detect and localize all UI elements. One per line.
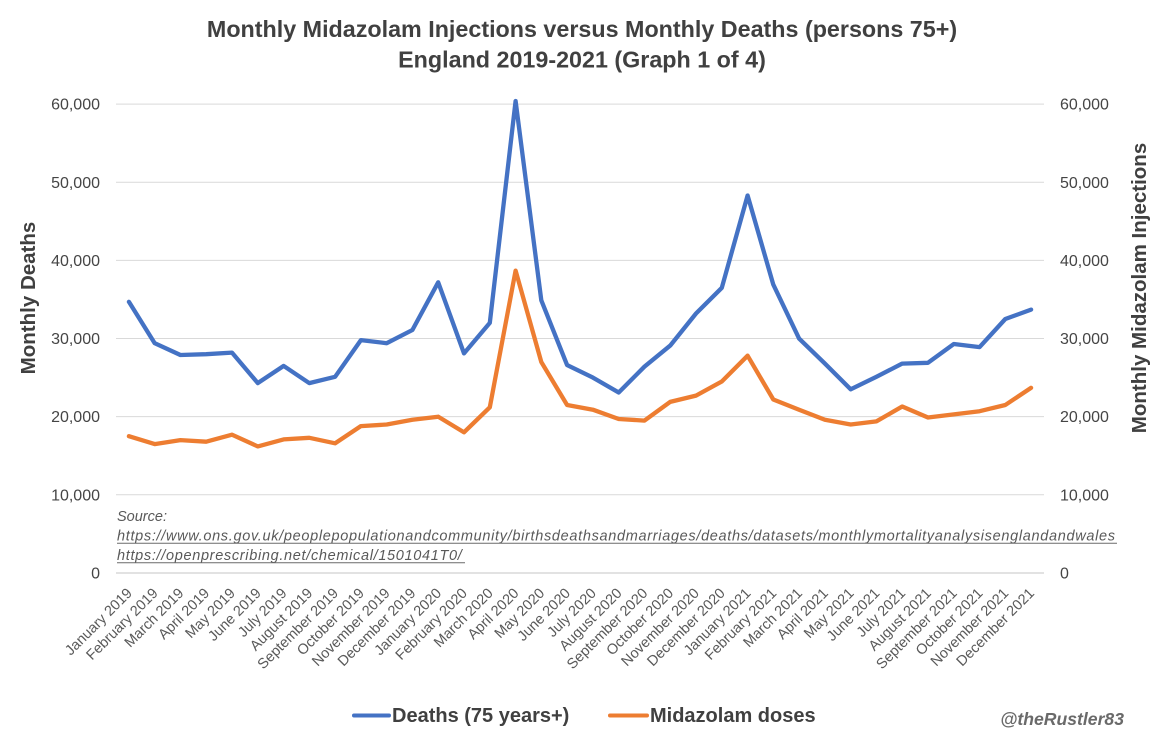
svg-text:10,000: 10,000	[51, 487, 100, 504]
svg-text:Source:: Source:	[117, 509, 167, 525]
svg-text:0: 0	[1060, 566, 1069, 583]
svg-text:10,000: 10,000	[1060, 487, 1109, 504]
svg-text:40,000: 40,000	[51, 253, 100, 270]
svg-text:20,000: 20,000	[51, 409, 100, 426]
svg-text:50,000: 50,000	[51, 175, 100, 192]
svg-text:Monthly Deaths: Monthly Deaths	[17, 222, 40, 375]
svg-text:Deaths (75 years+): Deaths (75 years+)	[392, 705, 569, 727]
svg-text:@theRustler83: @theRustler83	[1000, 709, 1124, 729]
svg-text:60,000: 60,000	[1060, 97, 1109, 114]
svg-text:Monthly Midazolam Injections v: Monthly Midazolam Injections versus Mont…	[207, 16, 957, 42]
svg-text:0: 0	[91, 566, 100, 583]
svg-text:40,000: 40,000	[1060, 253, 1109, 270]
svg-text:30,000: 30,000	[1060, 331, 1109, 348]
svg-text:https://openprescribing.net/ch: https://openprescribing.net/chemical/150…	[117, 548, 464, 564]
svg-text:50,000: 50,000	[1060, 175, 1109, 192]
svg-text:20,000: 20,000	[1060, 409, 1109, 426]
svg-text:30,000: 30,000	[51, 331, 100, 348]
svg-text:60,000: 60,000	[51, 97, 100, 114]
svg-text:England 2019-2021 (Graph 1 of: England 2019-2021 (Graph 1 of 4)	[398, 47, 766, 73]
svg-text:Midazolam doses: Midazolam doses	[650, 705, 816, 727]
svg-text:https://www.ons.gov.uk/peoplep: https://www.ons.gov.uk/peoplepopulationa…	[117, 529, 1116, 545]
svg-text:Monthly Midazolam Injections: Monthly Midazolam Injections	[1128, 143, 1151, 433]
